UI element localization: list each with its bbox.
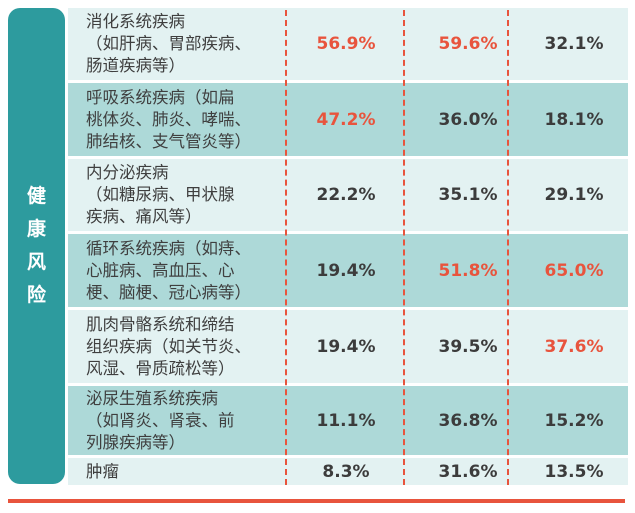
row-disease-name: 肿瘤 (86, 461, 119, 481)
row-disease-name: 循环系统疾病（如痔、 心脏病、高血压、心 梗、脑梗、冠心病等） (86, 238, 251, 302)
table-row-musculoskeletal: 肌肉骨骼系统和缔结 组织疾病（如关节炎、 风湿、骨质疏松等） 19.4% 39.… (68, 310, 628, 383)
value-cell-2: 59.6% (438, 34, 498, 54)
column-divider (507, 10, 509, 485)
value-cell-3: 32.1% (544, 34, 604, 54)
category-char: 健 (26, 185, 46, 207)
value-cell-1: 11.1% (316, 410, 376, 431)
value-cell-3: 65.0% (544, 260, 604, 281)
value-cell-1: 19.4% (316, 336, 376, 357)
row-disease-name: 泌尿生殖系统疾病 （如肾炎、肾衰、前 列腺疾病等） (86, 388, 235, 452)
value-cell-3: 37.6% (544, 336, 604, 357)
value-cell-1: 22.2% (316, 185, 376, 205)
row-disease-name: 内分泌疾病 （如糖尿病、甲状腺 疾病、痛风等） (86, 163, 235, 226)
row-background (68, 458, 628, 485)
value-cell-2: 36.0% (438, 109, 498, 130)
value-cell-2: 36.8% (438, 410, 498, 431)
value-cell-3: 18.1% (544, 109, 604, 130)
health-risk-category-label: 健 康 风 险 (8, 8, 65, 484)
row-background (68, 83, 628, 156)
row-disease-name: 呼吸系统疾病（如扁 桃体炎、肺炎、哮喘、 肺结核、支气管炎等） (86, 87, 251, 151)
value-cell-3: 29.1% (544, 185, 604, 205)
value-cell-2: 39.5% (438, 336, 498, 357)
row-background (68, 8, 628, 80)
category-char: 康 (26, 218, 46, 240)
table-row-tumor: 肿瘤 8.3% 31.6% 13.5% (68, 458, 628, 485)
column-divider (285, 10, 287, 485)
value-cell-1: 8.3% (322, 461, 370, 482)
row-background (68, 310, 628, 383)
value-cell-1: 19.4% (316, 260, 376, 281)
table-row-respiratory: 呼吸系统疾病（如扁 桃体炎、肺炎、哮喘、 肺结核、支气管炎等） 47.2% 36… (68, 83, 628, 156)
value-cell-2: 31.6% (438, 461, 498, 482)
row-disease-name: 消化系统疾病 （如肝病、胃部疾病、 肠道疾病等） (86, 12, 251, 75)
value-cell-1: 47.2% (316, 109, 376, 130)
column-divider (403, 10, 405, 485)
row-background (68, 159, 628, 231)
value-cell-1: 56.9% (316, 34, 376, 54)
row-disease-name: 肌肉骨骼系统和缔结 组织疾病（如关节炎、 风湿、骨质疏松等） (86, 314, 251, 378)
table-row-endocrine: 内分泌疾病 （如糖尿病、甲状腺 疾病、痛风等） 22.2% 35.1% 29.1… (68, 159, 628, 231)
row-background (68, 386, 628, 455)
value-cell-2: 51.8% (438, 260, 498, 281)
bottom-rule (8, 499, 625, 503)
category-char: 险 (26, 284, 46, 306)
value-cell-3: 13.5% (544, 461, 604, 482)
category-char: 风 (26, 251, 46, 273)
table-row-circulatory: 循环系统疾病（如痔、 心脏病、高血压、心 梗、脑梗、冠心病等） 19.4% 51… (68, 234, 628, 307)
table-row-digestive: 消化系统疾病 （如肝病、胃部疾病、 肠道疾病等） 56.9% 59.6% 32.… (68, 8, 628, 80)
value-cell-3: 15.2% (544, 410, 604, 431)
value-cell-2: 35.1% (438, 185, 498, 205)
table-row-urogenital: 泌尿生殖系统疾病 （如肾炎、肾衰、前 列腺疾病等） 11.1% 36.8% 15… (68, 386, 628, 455)
row-background (68, 234, 628, 307)
